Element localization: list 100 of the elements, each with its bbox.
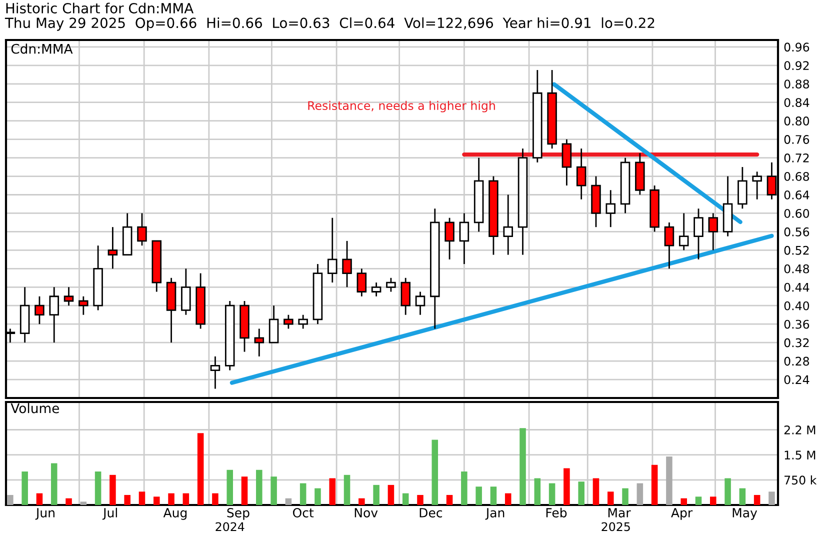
bar — [432, 440, 438, 505]
chart-title: Historic Chart for Cdn:MMA — [6, 2, 194, 14]
bar — [226, 470, 233, 505]
y-tick-label: 0.76 — [784, 135, 810, 144]
candlestick — [49, 286, 59, 344]
bar — [138, 492, 146, 505]
candlestick — [752, 170, 762, 200]
candlestick — [606, 189, 616, 228]
bar — [754, 494, 760, 505]
candlestick — [708, 212, 718, 251]
bar — [168, 493, 174, 505]
bar — [680, 498, 687, 505]
y-tick-label: 0.52 — [784, 246, 809, 255]
bar — [241, 476, 248, 505]
candlestick — [298, 314, 308, 330]
candlestick — [576, 148, 586, 200]
y-tick-label: 0.36 — [784, 320, 810, 329]
y-tick-label: 0.40 — [784, 301, 810, 310]
bar — [110, 474, 116, 505]
x-tick-label: Feb — [546, 508, 567, 518]
candlestick — [268, 304, 279, 344]
candlestick — [356, 268, 367, 298]
y-tick-label: 0.28 — [784, 356, 810, 366]
bar — [256, 470, 262, 505]
candlestick — [400, 277, 410, 316]
y-tick-label: 0.24 — [784, 375, 810, 384]
bar — [476, 486, 482, 505]
y-tick-label: 0.48 — [784, 264, 810, 274]
bar — [417, 494, 424, 505]
bar — [666, 456, 672, 505]
bar — [153, 496, 160, 505]
bar — [66, 498, 72, 505]
bar — [36, 493, 43, 505]
candlestick — [415, 291, 426, 316]
bar — [446, 494, 453, 505]
y-tick-label: 750 k — [784, 475, 817, 485]
candlestick — [64, 286, 74, 306]
bar — [520, 428, 526, 505]
annotation: Cdn:MMA — [11, 44, 73, 54]
candlestick — [371, 282, 382, 298]
bar — [636, 483, 644, 505]
bar — [285, 498, 292, 505]
bar — [50, 463, 58, 505]
x-tick-label: Jul — [102, 508, 117, 520]
bar — [461, 472, 468, 505]
bar — [94, 472, 102, 505]
x-tick-label: Nov — [354, 508, 378, 518]
candlestick — [444, 217, 454, 260]
bar — [402, 493, 409, 505]
bar — [622, 488, 628, 505]
bar — [80, 502, 87, 505]
y-tick-label: 0.96 — [784, 42, 810, 52]
candlestick — [34, 296, 44, 325]
y-tick-label: 0.92 — [784, 61, 809, 70]
bar — [768, 492, 775, 505]
candlestick — [738, 166, 748, 210]
bar — [607, 492, 614, 505]
y-tick-label: 0.44 — [784, 282, 810, 292]
x-tick-label: Oct — [292, 508, 314, 518]
candlestick — [459, 212, 470, 265]
y-tick-label: 1.5 M — [784, 450, 816, 460]
bar — [212, 493, 218, 505]
bar — [344, 474, 350, 505]
bar — [373, 484, 380, 505]
x-tick-label: Aug — [163, 508, 187, 520]
bar — [504, 493, 512, 505]
bar — [22, 472, 28, 505]
bar — [724, 478, 731, 505]
bar — [388, 484, 394, 505]
x-tick-label: Jan — [485, 508, 504, 520]
bar — [490, 486, 497, 505]
bar — [710, 496, 716, 505]
bar — [358, 498, 365, 505]
bar — [197, 433, 204, 505]
candlestick — [342, 240, 352, 288]
candlestick — [108, 226, 118, 270]
candlestick — [678, 212, 689, 251]
bar — [124, 494, 130, 505]
y-tick-label: 0.88 — [784, 80, 810, 89]
x-tick-label: Apr — [671, 508, 693, 520]
text: 2024 — [216, 522, 244, 532]
bar — [578, 482, 584, 505]
bar — [739, 488, 746, 505]
candlestick — [254, 328, 264, 358]
candlestick — [503, 194, 513, 256]
bar — [592, 478, 600, 505]
y-tick-label: 0.84 — [784, 98, 810, 108]
text: 2025 — [602, 522, 630, 532]
candlestick — [284, 314, 294, 330]
bar — [182, 493, 190, 505]
bar — [300, 483, 306, 505]
bar — [7, 494, 14, 505]
annotation: Volume — [10, 403, 60, 414]
y-tick-label: 0.60 — [784, 208, 810, 218]
chart-subtitle: Thu May 29 2025 Op=0.66 Hi=0.66 Lo=0.63 Cl=0.64 Vol=122,696 Year hi=0.91 lo=0.22 — [4, 17, 654, 31]
bar — [651, 464, 658, 505]
x-tick-label: Mar — [608, 508, 631, 518]
y-tick-label: 0.68 — [784, 172, 810, 181]
bar — [314, 488, 321, 505]
candlestick — [562, 138, 572, 186]
